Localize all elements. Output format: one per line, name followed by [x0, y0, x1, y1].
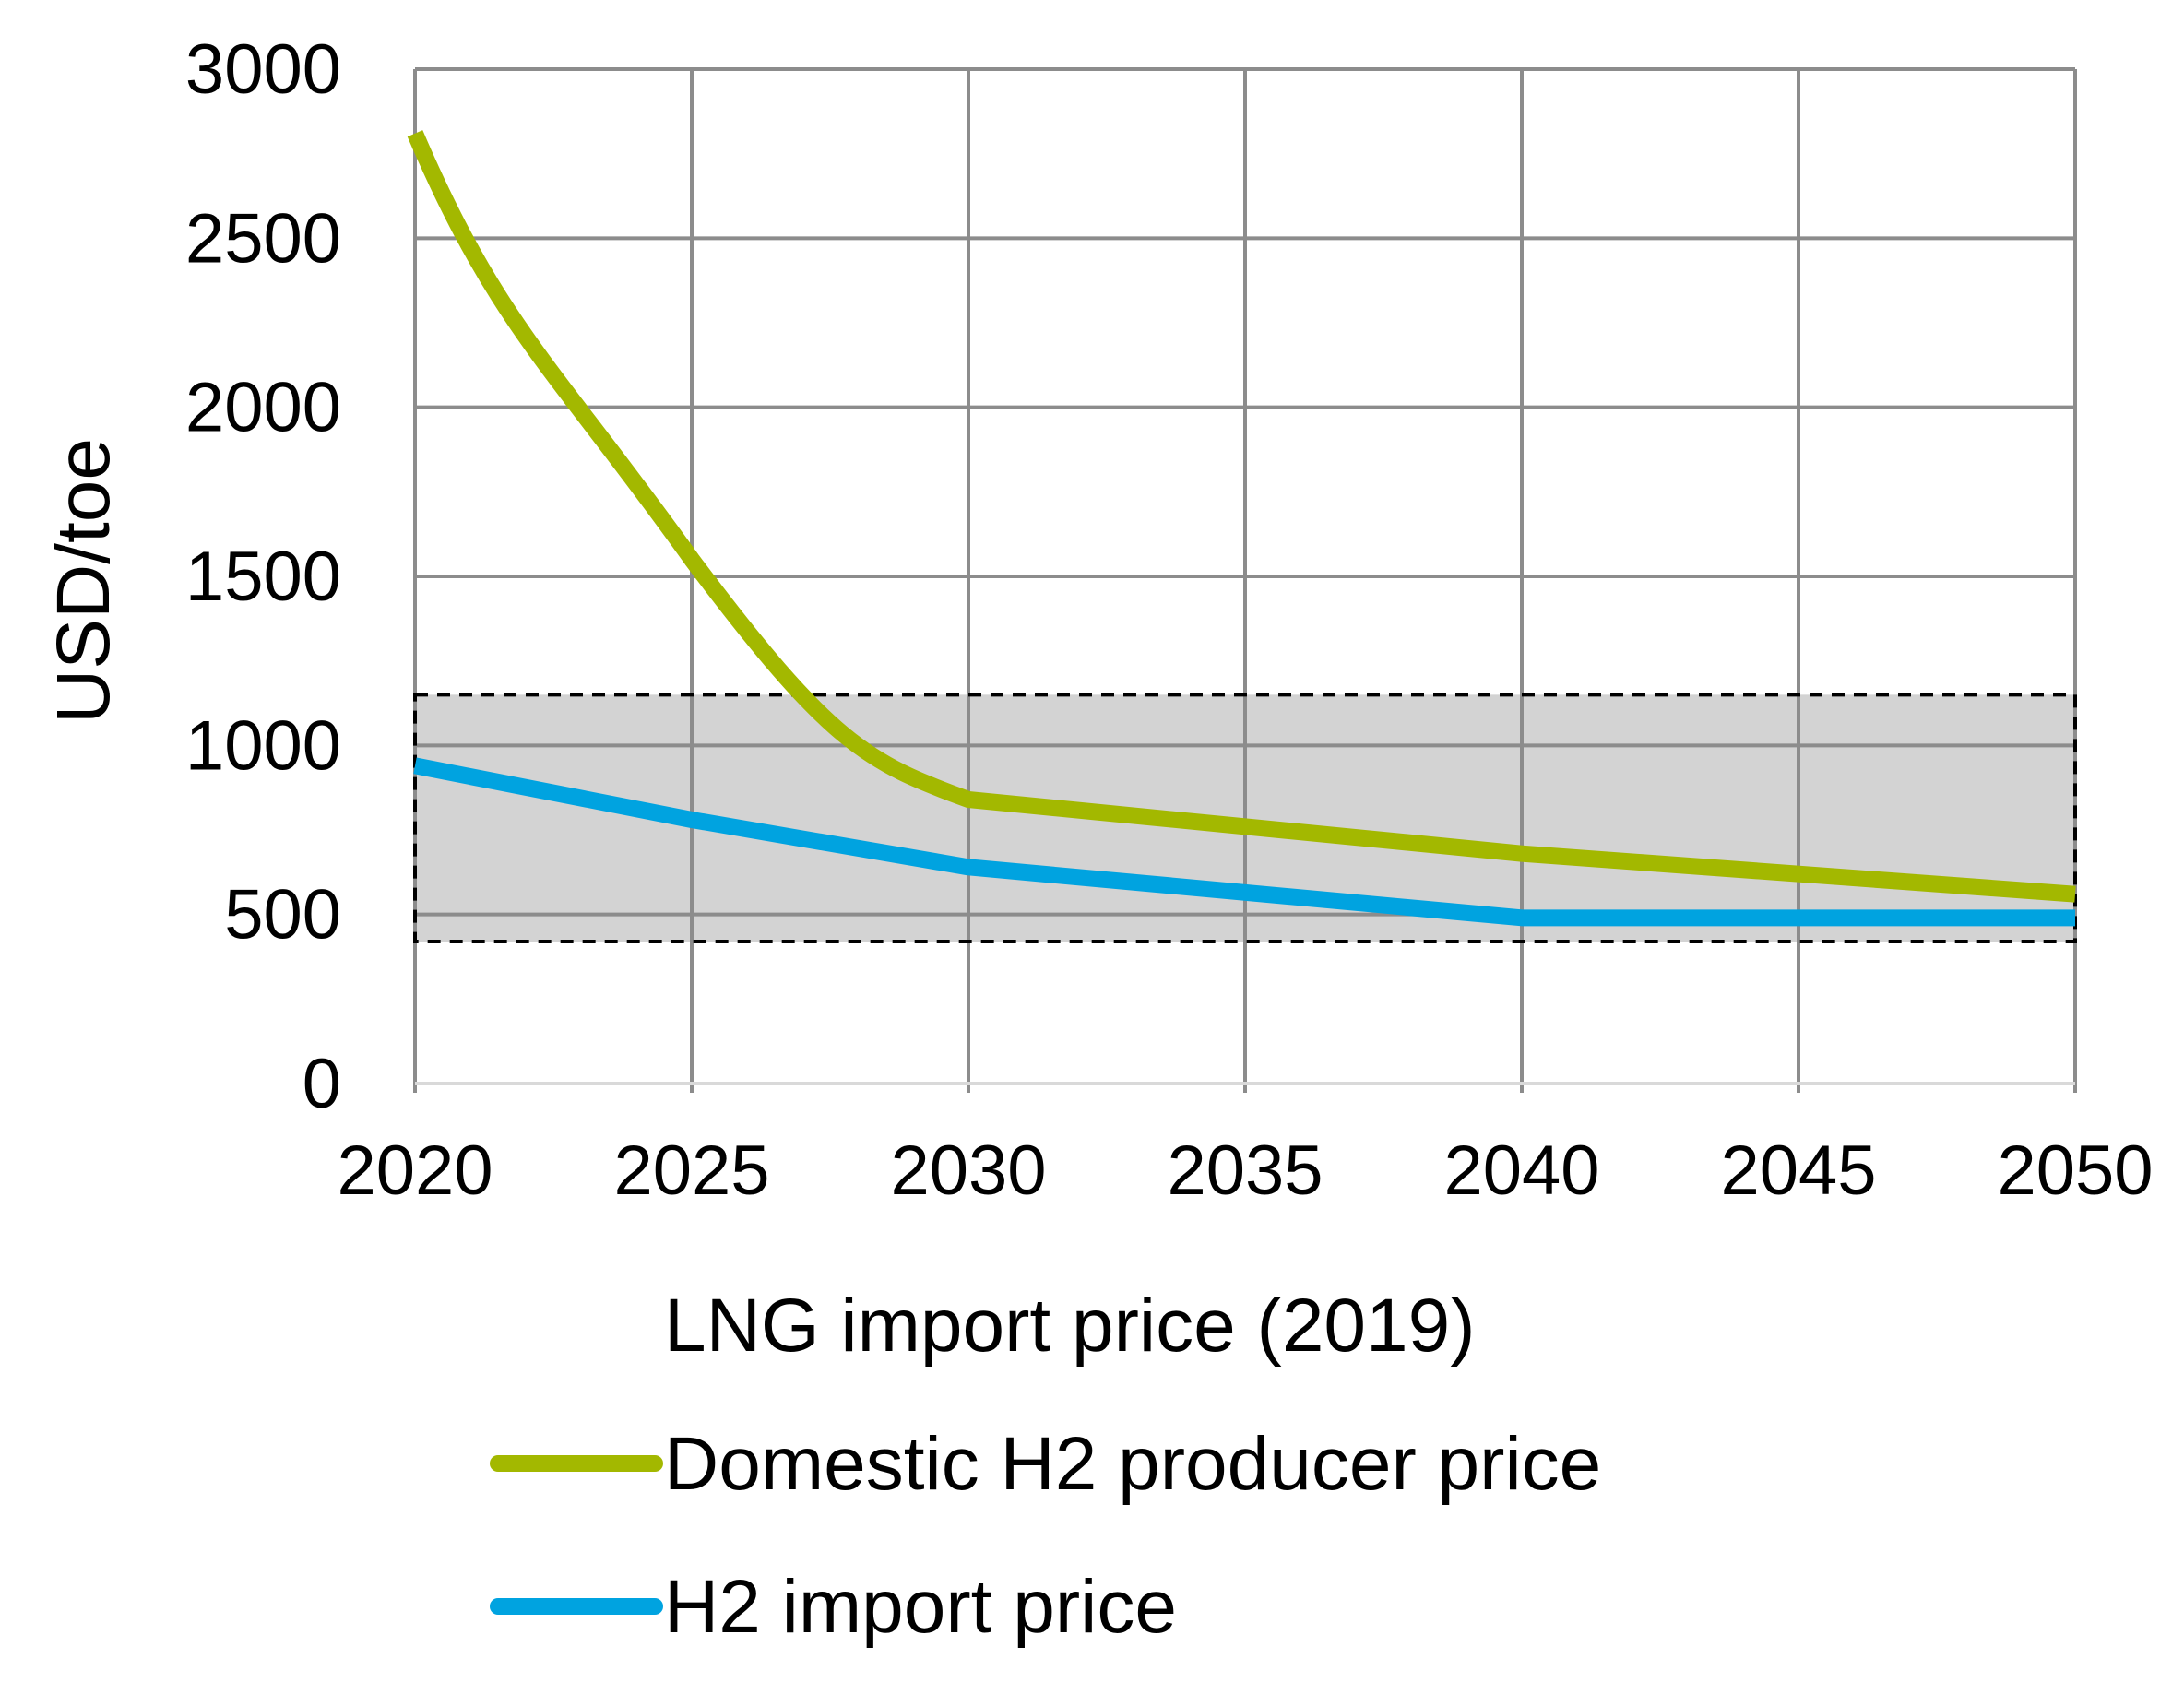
series-line-h2-import: [413, 757, 2075, 927]
data-point-1-2025: [691, 819, 693, 821]
legend-label-1: H2 import price: [664, 1565, 1177, 1649]
x-tick-label-2020: 2020: [337, 1131, 493, 1210]
y-axis-title: USD/toe: [42, 438, 125, 724]
series-line-domestic-h2: [407, 130, 2076, 903]
data-point-1-2030: [967, 866, 969, 868]
series-layer: [407, 130, 2077, 943]
legend-label-0: Domestic H2 producer price: [664, 1422, 1601, 1506]
x-tick-label-2050: 2050: [1997, 1131, 2153, 1210]
x-tick-label-2030: 2030: [890, 1131, 1046, 1210]
y-tick-label-3000: 3000: [185, 30, 341, 109]
y-tick-label-2500: 2500: [185, 199, 341, 278]
y-tick-label-1000: 1000: [185, 706, 341, 785]
data-point-0-2020: [414, 133, 416, 135]
x-tick-label-2045: 2045: [1720, 1131, 1876, 1210]
x-tick-label-2040: 2040: [1443, 1131, 1599, 1210]
legend: Domestic H2 producer price H2 import pric…: [490, 1422, 1601, 1649]
lng-band-border: [413, 693, 2077, 943]
data-point-1-2040: [1521, 917, 1523, 918]
y-tick-label-2000: 2000: [185, 369, 341, 447]
data-point-0-2025: [691, 559, 693, 561]
data-point-0-2050: [2074, 894, 2076, 895]
y-tick-label-0: 0: [303, 1045, 341, 1123]
x-axis-ticks: 2020 2025 2030 2035 2040 2045 2050: [337, 1131, 2153, 1210]
data-point-0-2030: [967, 799, 969, 800]
x-tick-label-2025: 2025: [613, 1131, 769, 1210]
lng-band-label: LNG import price (2019): [664, 1284, 1476, 1368]
y-tick-label-500: 500: [224, 876, 341, 954]
y-tick-label-1500: 1500: [185, 538, 341, 616]
data-point-0-2040: [1521, 853, 1523, 855]
y-axis-ticks: 0 500 1000 1500 2000 2500 3000: [185, 30, 341, 1123]
data-point-1-2050: [2074, 917, 2076, 918]
data-point-1-2020: [414, 764, 416, 766]
x-tick-label-2035: 2035: [1167, 1131, 1323, 1210]
